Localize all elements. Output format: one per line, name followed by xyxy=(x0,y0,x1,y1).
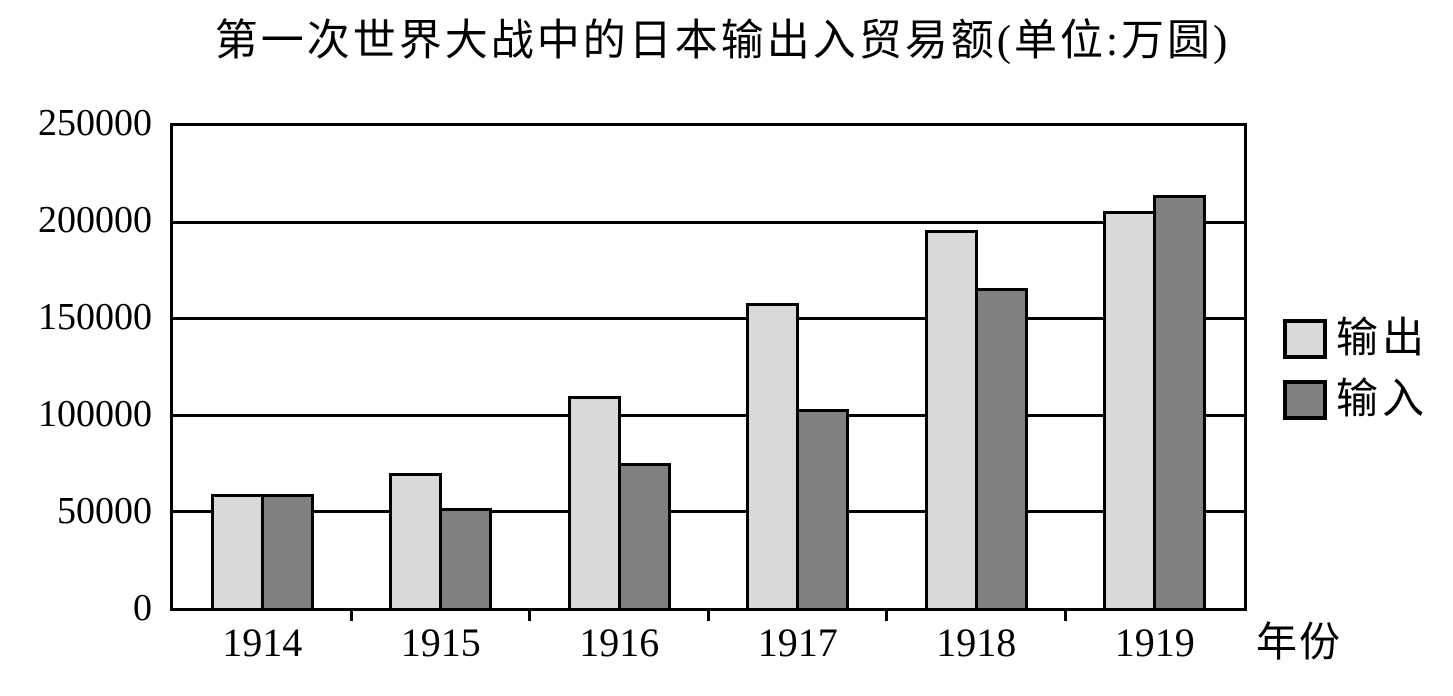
bar-export-1919 xyxy=(1103,210,1157,608)
legend-swatch-import xyxy=(1283,380,1327,420)
x-tick xyxy=(1064,608,1067,621)
y-axis-label: 200000 xyxy=(38,199,152,241)
bar-import-1919 xyxy=(1153,195,1207,608)
legend: 输出 输入 xyxy=(1283,314,1428,436)
x-tick xyxy=(707,608,710,621)
x-axis-label: 1916 xyxy=(579,620,660,665)
bar-export-1917 xyxy=(746,303,800,608)
bar-group-1917 xyxy=(709,126,888,608)
legend-label: 输出 xyxy=(1336,316,1429,362)
legend-label: 输入 xyxy=(1336,377,1429,423)
bar-group-1919 xyxy=(1066,126,1245,608)
legend-swatch-export xyxy=(1283,319,1327,359)
y-axis-label: 250000 xyxy=(38,102,152,144)
y-axis-label: 0 xyxy=(133,587,152,629)
bar-group-1918 xyxy=(887,126,1066,608)
legend-item-export: 输出 xyxy=(1283,314,1428,364)
y-axis-label: 100000 xyxy=(38,393,152,435)
x-axis-label: 1915 xyxy=(400,620,481,665)
bar-import-1918 xyxy=(974,287,1028,608)
bar-group-1915 xyxy=(352,126,531,608)
x-tick xyxy=(885,608,889,621)
bar-export-1918 xyxy=(924,230,978,608)
bar-export-1914 xyxy=(210,494,264,608)
bar-import-1915 xyxy=(439,507,493,608)
x-tick xyxy=(528,608,532,621)
x-axis-label: 1914 xyxy=(222,620,303,665)
x-tick xyxy=(349,608,353,621)
x-axis-ticks xyxy=(173,608,1244,622)
chart-title: 第一次世界大战中的日本输出入贸易额(单位:万圆) xyxy=(214,18,1231,65)
bar-export-1916 xyxy=(567,395,621,608)
gridline xyxy=(173,220,1244,224)
bar-groups xyxy=(173,126,1244,608)
y-axis-label: 150000 xyxy=(38,296,152,338)
x-axis-label: 1919 xyxy=(1114,620,1195,665)
plot-area xyxy=(170,123,1247,621)
bar-import-1914 xyxy=(260,494,314,608)
bar-group-1914 xyxy=(173,126,352,608)
bar-import-1917 xyxy=(796,409,850,608)
gridline xyxy=(173,413,1244,417)
x-axis-label: 1918 xyxy=(936,620,1017,665)
bar-group-1916 xyxy=(530,126,709,608)
x-axis-title: 年份 xyxy=(1256,619,1342,665)
x-axis-label: 1917 xyxy=(757,620,838,665)
y-axis-label: 50000 xyxy=(57,490,152,532)
bar-import-1916 xyxy=(617,463,671,608)
bar-export-1915 xyxy=(389,473,443,608)
gridline xyxy=(173,317,1244,321)
legend-item-import: 输入 xyxy=(1283,375,1428,425)
gridline xyxy=(173,510,1244,514)
